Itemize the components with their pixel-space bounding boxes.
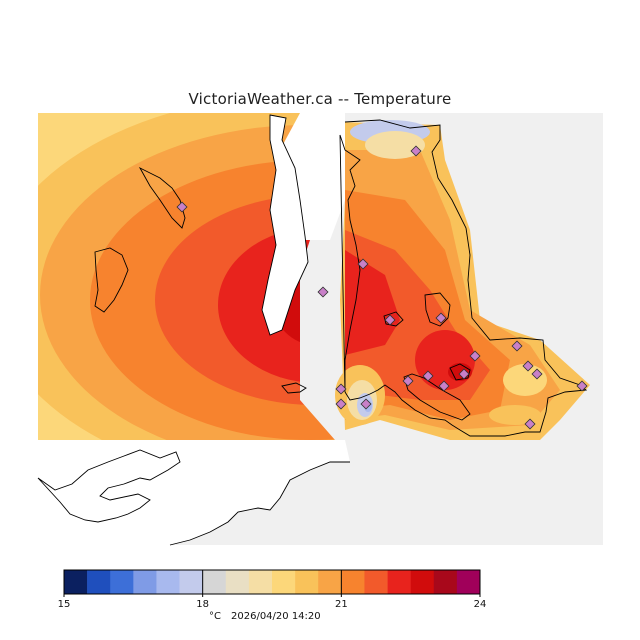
colorbar-cell [110,570,134,594]
coastlines [37,114,588,546]
colorbar-tick-label: 18 [196,599,209,610]
station-marker [576,380,588,392]
colorbar-cell [133,570,157,594]
station-marker [438,380,450,392]
station-marker [524,418,536,430]
colorbar-cell [248,570,273,594]
map-title: VictoriaWeather.ca -- Temperature [188,90,452,108]
colorbar-cell [387,570,411,594]
station-marker [360,398,372,410]
colorbar-cell [64,570,88,594]
colorbar-tick-label: 21 [335,599,348,610]
colorbar-cell [179,570,203,594]
weather-stations [176,145,588,430]
colorbar-cell [318,570,342,594]
station-marker [469,350,481,362]
colorbar-cell [364,570,388,594]
colorbar-cells [64,570,481,594]
station-marker [317,286,329,298]
station-marker [531,368,543,380]
colorbar-tick-label: 15 [58,599,71,610]
station-marker [335,383,347,395]
colorbar-ticks: 15 18 21 24 [58,570,487,610]
saanich-inlet-water [262,115,308,335]
olympic-peninsula-land [38,440,350,545]
station-marker [458,368,470,380]
colorbar-cell [202,570,227,594]
station-marker [335,398,347,410]
station-marker [511,340,523,352]
colorbar-unit: °C [209,611,221,622]
colorbar-timestamp: 2026/04/20 14:20 [231,611,321,622]
colorbar-cell [272,570,296,594]
station-marker [422,370,434,382]
station-marker [357,258,369,270]
colorbar-cell [433,570,458,594]
colorbar-tick-label: 24 [474,599,487,610]
colorbar-cell [456,570,481,594]
colorbar-cell [410,570,435,594]
station-marker [402,375,414,387]
colorbar-cell [225,570,250,594]
colorbar-cell [341,570,365,594]
colorbar-cell [156,570,180,594]
station-marker [410,145,422,157]
station-marker [522,360,534,372]
colorbar-cell [87,570,111,594]
colorbar-cell [295,570,319,594]
station-marker [435,312,447,324]
station-marker [384,314,396,326]
station-marker [176,201,188,213]
